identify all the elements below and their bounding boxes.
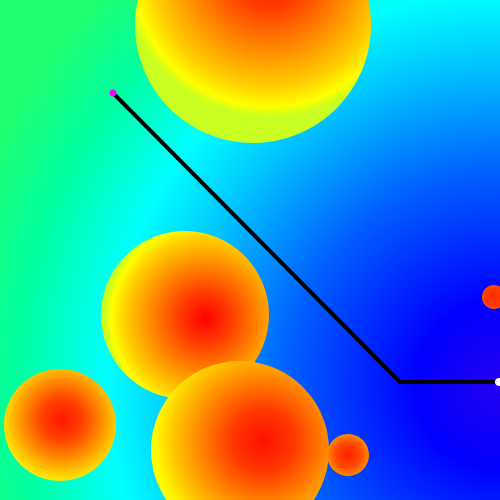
obstacle-bottom-center bbox=[151, 361, 329, 500]
obstacle-mid-left bbox=[101, 231, 269, 399]
obstacle-small-bottom bbox=[327, 434, 369, 476]
obstacle-top bbox=[135, 0, 371, 143]
start-marker bbox=[109, 89, 117, 97]
obstacle-right-edge bbox=[482, 285, 500, 309]
planned-path bbox=[111, 91, 500, 384]
goal-marker bbox=[495, 378, 500, 386]
obstacle-bottom-left bbox=[4, 369, 116, 481]
